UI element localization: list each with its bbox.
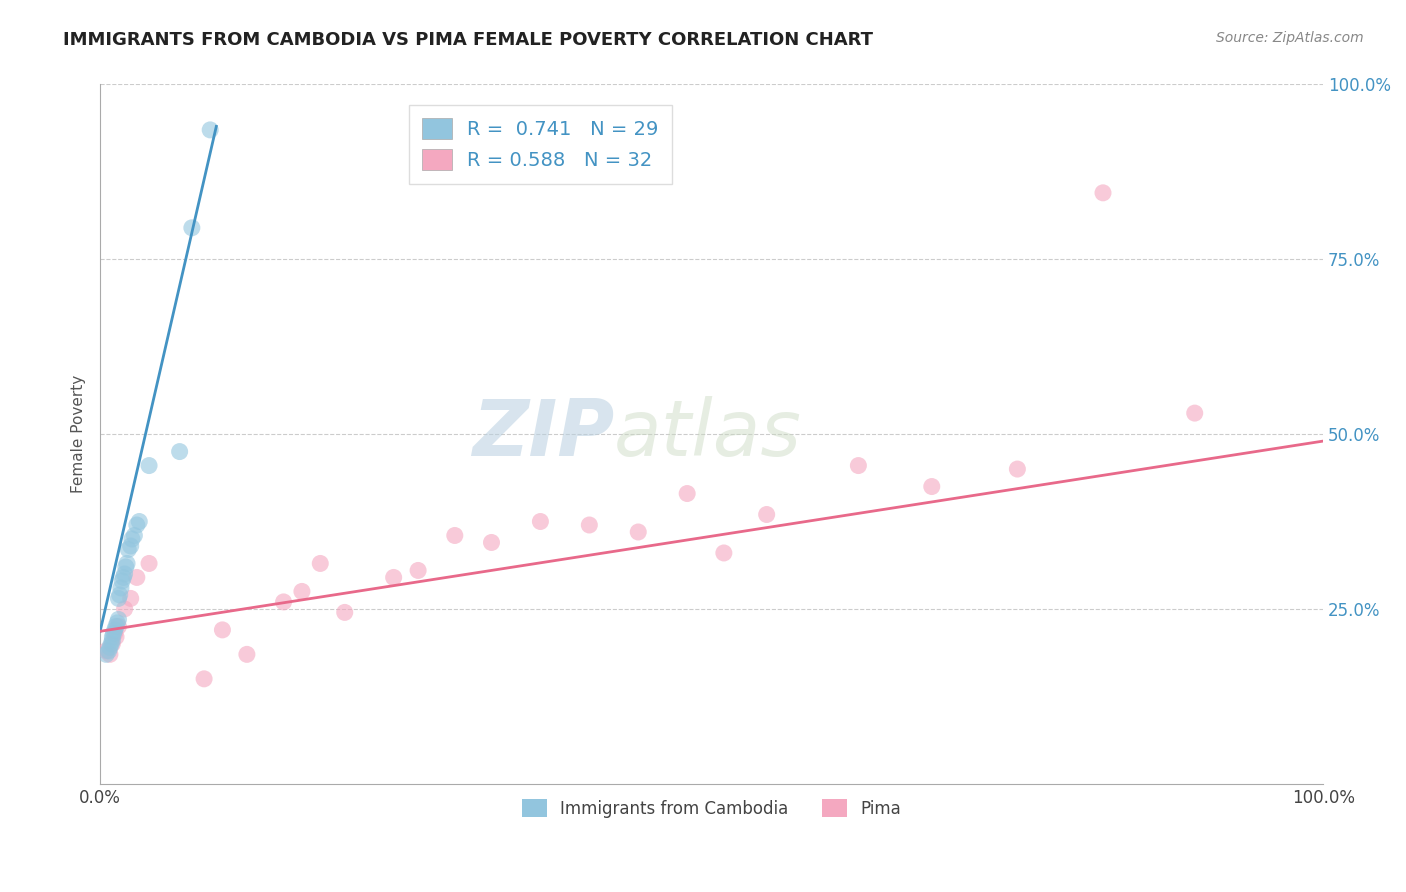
Text: IMMIGRANTS FROM CAMBODIA VS PIMA FEMALE POVERTY CORRELATION CHART: IMMIGRANTS FROM CAMBODIA VS PIMA FEMALE … (63, 31, 873, 49)
Point (120, 539, 142, 553)
Point (111, 574, 134, 588)
Point (115, 557, 138, 571)
Point (117, 542, 139, 557)
Point (1091, 186, 1114, 200)
Point (406, 564, 429, 578)
Point (120, 591, 142, 606)
Point (104, 623, 127, 637)
Point (104, 626, 127, 640)
Point (125, 570, 148, 584)
Point (107, 591, 129, 606)
Point (108, 588, 131, 602)
Text: Source: ZipAtlas.com: Source: ZipAtlas.com (1216, 31, 1364, 45)
Point (1184, 406, 1206, 420)
Point (273, 595, 295, 609)
Point (101, 630, 124, 644)
Point (333, 606, 356, 620)
Point (103, 626, 125, 640)
Point (105, 630, 128, 644)
Point (848, 458, 870, 473)
Point (98, 640, 121, 655)
Point (128, 515, 150, 529)
Point (114, 566, 136, 581)
Point (125, 518, 148, 533)
Point (112, 570, 135, 584)
Point (105, 615, 128, 630)
Point (96, 648, 118, 662)
Point (713, 546, 735, 560)
Point (211, 623, 233, 637)
Text: ZIP: ZIP (471, 396, 614, 472)
Point (121, 532, 143, 546)
Point (138, 458, 160, 473)
Point (114, 560, 136, 574)
Point (382, 570, 405, 584)
Point (291, 584, 314, 599)
Point (676, 486, 699, 500)
Point (193, 672, 215, 686)
Point (180, 220, 202, 235)
Point (138, 557, 160, 571)
Point (107, 612, 129, 626)
Point (105, 619, 128, 633)
Point (755, 508, 778, 522)
Point (110, 581, 132, 595)
Point (1007, 462, 1029, 476)
Point (481, 535, 503, 549)
Point (101, 637, 124, 651)
Point (100, 637, 122, 651)
Text: atlas: atlas (614, 396, 801, 472)
Point (529, 515, 551, 529)
Point (236, 648, 259, 662)
Point (169, 444, 191, 458)
Point (443, 528, 465, 542)
Point (200, 123, 222, 137)
Point (98, 648, 121, 662)
Point (97, 644, 120, 658)
Point (124, 528, 146, 542)
Point (96, 644, 118, 658)
Point (627, 524, 650, 539)
Y-axis label: Female Poverty: Female Poverty (72, 375, 86, 493)
Point (309, 557, 332, 571)
Point (101, 633, 124, 648)
Point (107, 619, 129, 633)
Point (578, 518, 600, 533)
Point (921, 479, 943, 493)
Point (114, 602, 136, 616)
Legend: Immigrants from Cambodia, Pima: Immigrants from Cambodia, Pima (516, 792, 908, 824)
